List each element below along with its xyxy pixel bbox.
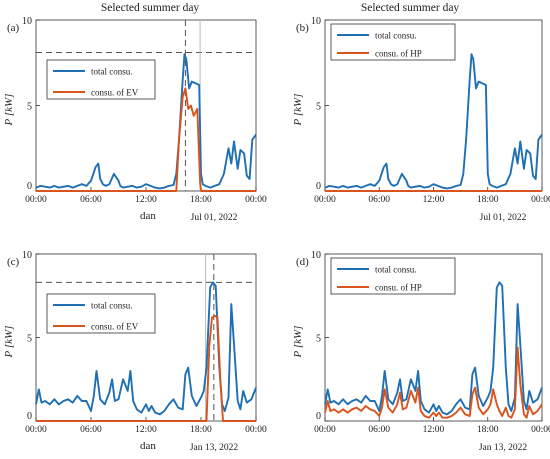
y-tick-label: 5 — [27, 102, 32, 113]
panel-label: (a) — [7, 22, 20, 34]
x-tick-label: 12:00 — [135, 425, 157, 435]
series-line-total — [324, 53, 543, 190]
panel-label: (c) — [7, 256, 20, 268]
y-tick-label: 10 — [311, 16, 321, 27]
x-tick-label: 00:00 — [314, 425, 336, 435]
date-label: Jan 13, 2022 — [479, 443, 528, 453]
x-axis-label: dan — [140, 210, 156, 222]
panel-label: (d) — [296, 256, 309, 268]
x-tick-label: 18:00 — [477, 425, 499, 435]
x-tick-label: 06:00 — [368, 425, 390, 435]
legend-label: consu. of HP — [375, 283, 422, 293]
x-tick-label: 06:00 — [80, 195, 102, 205]
y-tick-label: 0 — [27, 181, 32, 192]
y-axis-label: P [kW] — [292, 94, 304, 127]
x-tick-label: 12:00 — [423, 425, 445, 435]
legend-label: consu. of EV — [91, 88, 139, 98]
y-tick-label: 10 — [22, 16, 32, 27]
y-tick-label: 0 — [27, 411, 32, 422]
legend-label: total consu. — [91, 301, 133, 311]
legend-label: total consu. — [375, 31, 417, 41]
series-line-sub — [324, 346, 543, 419]
y-axis-label: P [kW] — [3, 94, 15, 127]
x-tick-label: 12:00 — [135, 195, 157, 205]
y-tick-label: 10 — [22, 250, 32, 261]
legend-label: total consu. — [91, 67, 133, 77]
plot-frame — [35, 253, 257, 422]
y-tick-label: 5 — [316, 102, 321, 113]
column-title-right: Selected summer day — [361, 2, 460, 14]
x-tick-label: 18:00 — [190, 425, 212, 435]
panel-label: (b) — [296, 22, 309, 34]
x-tick-label: 12:00 — [423, 195, 445, 205]
legend-label: consu. of HP — [375, 49, 422, 59]
x-tick-label: 18:00 — [190, 195, 212, 205]
y-tick-label: 5 — [316, 334, 321, 345]
series-line-sub — [36, 87, 256, 192]
x-tick-label: 00:00 — [25, 425, 47, 435]
x-axis-label: dan — [140, 440, 156, 452]
x-tick-label: 00:00 — [25, 195, 47, 205]
y-tick-label: 0 — [316, 411, 321, 422]
series-line-total — [35, 53, 257, 190]
column-title-left: Selected summer day — [101, 2, 200, 14]
x-tick-label: 06:00 — [80, 425, 102, 435]
x-tick-label: 00:00 — [531, 425, 550, 435]
date-label: Jan 13, 2022 — [190, 443, 239, 453]
y-tick-label: 5 — [27, 334, 32, 345]
y-tick-label: 10 — [311, 250, 321, 261]
legend-label: consu. of EV — [91, 322, 139, 332]
series-line-total — [324, 281, 543, 416]
y-axis-label: P [kW] — [292, 326, 304, 359]
x-tick-label: 00:00 — [531, 195, 550, 205]
x-tick-label: 00:00 — [314, 195, 336, 205]
series-line-sub — [36, 314, 256, 422]
y-axis-label: P [kW] — [3, 326, 15, 359]
x-tick-label: 18:00 — [477, 195, 499, 205]
date-label: Jul 01, 2022 — [480, 213, 527, 223]
x-tick-label: 00:00 — [245, 425, 267, 435]
plot-frame — [35, 19, 257, 192]
date-label: Jul 01, 2022 — [191, 213, 238, 223]
x-tick-label: 06:00 — [368, 195, 390, 205]
x-tick-label: 00:00 — [245, 195, 267, 205]
y-tick-label: 0 — [316, 181, 321, 192]
legend-label: total consu. — [375, 265, 417, 275]
